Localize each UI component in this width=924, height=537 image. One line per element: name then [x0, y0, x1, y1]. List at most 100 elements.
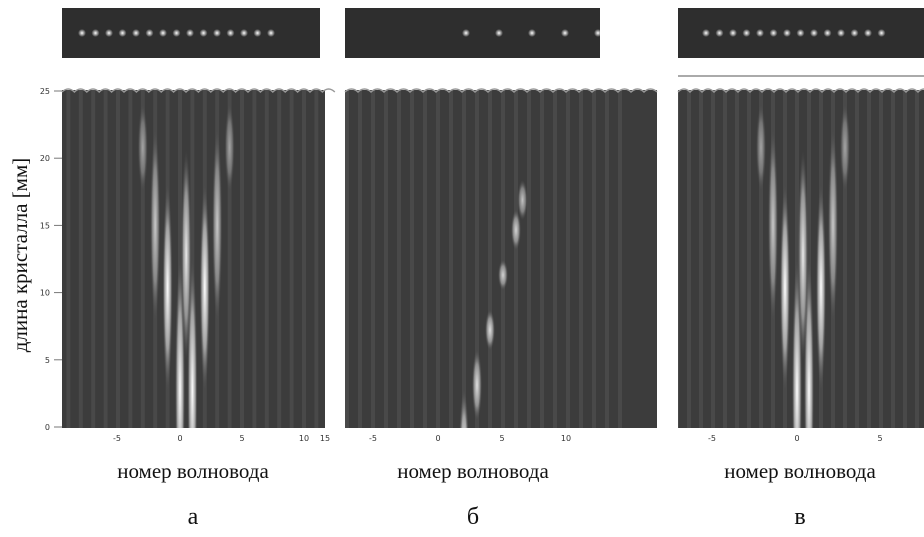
output-spot: [186, 29, 194, 37]
output-spot: [729, 29, 737, 37]
waveguide: [735, 90, 739, 428]
waveguide: [42, 90, 46, 428]
y-axis-title: длина кристалла [мм]: [8, 158, 32, 353]
beam: [511, 210, 521, 250]
waveguide: [663, 90, 667, 428]
waveguide: [855, 90, 859, 428]
x-tick-label: -5: [369, 434, 377, 443]
waveguide: [462, 90, 466, 428]
beam: [459, 390, 469, 428]
output-spot: [823, 29, 832, 37]
x-tick-label: 5: [877, 434, 882, 443]
beam-panel: [42, 90, 319, 428]
x-tick-label: 15: [320, 434, 330, 443]
output-spot: [267, 29, 275, 37]
output-spot: [199, 29, 208, 37]
x-axis-title: номер волновода: [724, 459, 876, 483]
waveguide: [687, 90, 691, 428]
output-spot: [78, 29, 86, 37]
beam: [756, 105, 766, 190]
x-tick-label: 10: [561, 434, 571, 443]
x-tick-label: -5: [113, 434, 121, 443]
output-spot: [132, 29, 140, 37]
waveguide: [397, 90, 401, 428]
waveguide: [540, 90, 544, 428]
output-spot: [495, 29, 503, 37]
y-tick-label: 15: [40, 221, 50, 230]
x-tick-label: 5: [499, 434, 504, 443]
output-spot: [159, 29, 167, 37]
output-spot: [240, 29, 248, 37]
waveguide: [867, 90, 871, 428]
beam: [224, 105, 235, 190]
waveguide: [140, 90, 145, 428]
waveguide: [252, 90, 257, 428]
waveguide: [618, 90, 622, 428]
waveguide: [915, 90, 919, 428]
waveguide: [579, 90, 583, 428]
beam-images: [42, 29, 924, 428]
x-axis-title: номер волновода: [397, 459, 549, 483]
waveguide: [436, 90, 440, 428]
waveguide: [699, 90, 703, 428]
waveguide: [54, 90, 58, 428]
waveguide: [128, 90, 133, 428]
y-tick-label: 25: [40, 87, 50, 96]
waveguide: [903, 90, 907, 428]
waveguide: [795, 90, 799, 428]
waveguide: [807, 90, 811, 428]
waveguide: [879, 90, 883, 428]
beam: [840, 105, 850, 190]
waveguide: [289, 90, 294, 428]
waveguide: [605, 90, 609, 428]
waveguide: [277, 90, 282, 428]
output-spot: [213, 29, 221, 37]
waveguide: [178, 90, 182, 428]
waveguide: [723, 90, 727, 428]
beam: [517, 180, 528, 220]
output-spot: [145, 29, 154, 37]
panel-letter: в: [794, 504, 805, 530]
waveguide: [527, 90, 531, 428]
output-spot: [105, 29, 113, 37]
waveguide: [302, 90, 306, 428]
output-spot: [864, 29, 872, 37]
waveguide: [371, 90, 375, 428]
beam: [212, 130, 223, 320]
waveguide: [747, 90, 751, 428]
x-tick-label: 0: [177, 434, 182, 443]
output-spot: [462, 29, 470, 37]
waveguide: [592, 90, 596, 428]
output-spot: [783, 29, 791, 37]
beam: [828, 130, 838, 320]
output-spot: [702, 29, 710, 37]
output-spot: [850, 29, 859, 37]
waveguide: [711, 90, 715, 428]
output-spot: [118, 29, 127, 37]
waveguide: [103, 90, 108, 428]
x-tick-label: 0: [435, 434, 440, 443]
output-spot: [837, 29, 845, 37]
output-spot: [561, 29, 569, 37]
panel-letter: б: [467, 504, 479, 530]
waveguide: [423, 90, 427, 428]
waveguide: [66, 90, 71, 428]
waveguide: [475, 90, 479, 428]
waveguide: [553, 90, 557, 428]
output-spot: [769, 29, 778, 37]
waveguide: [501, 90, 505, 428]
output-spot: [810, 29, 818, 37]
beam: [498, 260, 508, 290]
beam: [199, 185, 210, 390]
beam: [780, 185, 790, 390]
output-spot: [742, 29, 751, 37]
output-spot: [528, 29, 536, 37]
waveguide: [410, 90, 414, 428]
beam: [816, 185, 826, 390]
waveguide: [264, 90, 269, 428]
wave-edge: [344, 88, 658, 94]
beam-panel: [663, 90, 919, 428]
waveguide: [314, 90, 319, 428]
waveguide: [116, 90, 120, 428]
